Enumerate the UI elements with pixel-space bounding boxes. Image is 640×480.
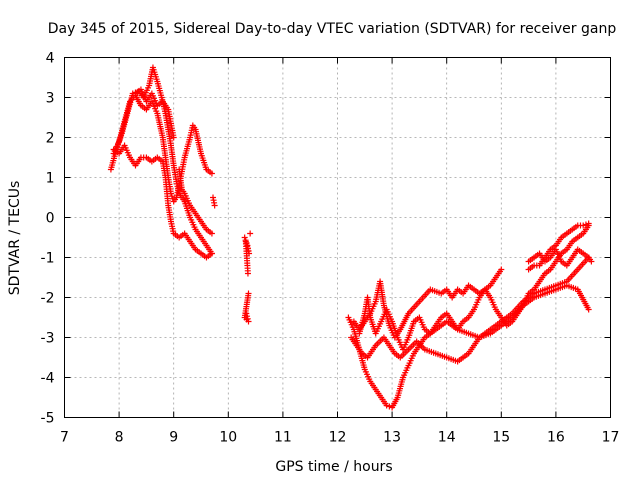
- data-point-marker: [244, 270, 251, 277]
- data-point-marker: [585, 306, 592, 313]
- x-tick-label: 7: [60, 430, 69, 446]
- y-tick-label: -5: [41, 411, 55, 427]
- series-track-5: [345, 282, 592, 411]
- x-tick-label: 16: [547, 430, 565, 446]
- x-tick-label: 10: [219, 430, 237, 446]
- series-track-3: [110, 142, 215, 261]
- data-point-marker: [582, 221, 589, 228]
- data-point-marker: [383, 402, 390, 409]
- x-axis-label: GPS time / hours: [275, 459, 392, 475]
- grid-lines: [64, 57, 611, 418]
- series-track-2: [110, 92, 215, 205]
- x-tick-label: 13: [383, 430, 401, 446]
- y-tick-label: -2: [41, 291, 55, 307]
- y-axis-label: SDTVAR / TECUs: [7, 181, 23, 296]
- data-point-marker: [247, 230, 254, 237]
- x-tick-label: 9: [169, 430, 178, 446]
- x-tick-label: 11: [274, 430, 292, 446]
- data-point-marker: [245, 290, 252, 297]
- y-tick-label: -4: [41, 371, 55, 387]
- series-isolated-points: [210, 194, 254, 325]
- y-tick-label: 1: [46, 171, 55, 187]
- series-track-8: [356, 222, 592, 353]
- data-point-marker: [588, 258, 595, 265]
- chart-title: Day 345 of 2015, Sidereal Day-to-day VTE…: [48, 21, 617, 37]
- x-tick-label: 14: [438, 430, 456, 446]
- data-point-marker: [208, 250, 215, 257]
- y-axis-tick-labels: 4 3 2 1 0 -1 -2 -3 -4 -5: [41, 51, 55, 427]
- y-tick-label: 3: [46, 91, 55, 107]
- data-series: [107, 64, 595, 411]
- data-point-marker: [241, 234, 248, 241]
- x-axis-tick-labels: 7 8 9 10 11 12 13 14 15 16 17: [60, 430, 619, 446]
- x-tick-label: 12: [329, 430, 347, 446]
- data-point-marker: [585, 220, 592, 227]
- data-point-marker: [211, 202, 218, 209]
- series-track-10: [525, 220, 592, 273]
- y-tick-label: 4: [46, 51, 55, 67]
- y-tick-label: 2: [46, 131, 55, 147]
- data-point-marker: [580, 222, 587, 229]
- y-tick-label: -1: [41, 251, 55, 267]
- data-point-marker: [498, 266, 505, 273]
- series-track-6: [348, 254, 592, 365]
- data-point-marker: [208, 230, 215, 237]
- data-point-marker: [208, 170, 215, 177]
- data-point-marker: [386, 403, 393, 410]
- x-tick-label: 15: [492, 430, 510, 446]
- series-track-4: [132, 86, 215, 237]
- data-point-marker: [170, 134, 177, 141]
- axis-ticks: [64, 57, 611, 418]
- x-tick-label: 17: [602, 430, 620, 446]
- data-point-marker: [244, 315, 251, 322]
- y-tick-label: -3: [41, 331, 55, 347]
- x-tick-label: 8: [115, 430, 124, 446]
- y-tick-label: 0: [46, 211, 55, 227]
- series-track-9: [525, 246, 595, 269]
